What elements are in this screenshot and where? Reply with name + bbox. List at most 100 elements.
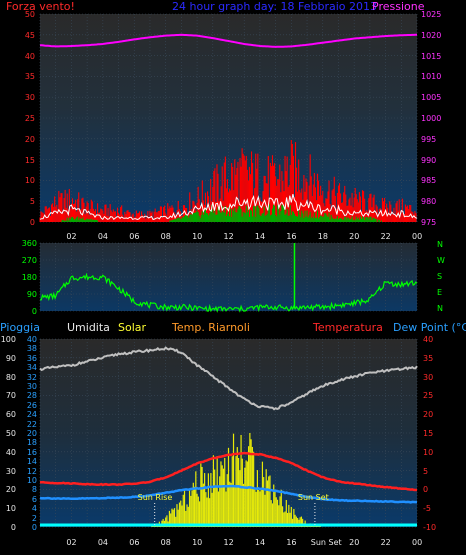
- wind-tick: 0: [29, 218, 35, 227]
- pressure-tick: 975: [421, 218, 437, 227]
- wind-tick: 45: [24, 30, 35, 40]
- rain-tick: 14: [26, 457, 37, 467]
- x-tick-bottom: 06: [129, 538, 140, 547]
- temperature-tick: 40: [423, 335, 434, 344]
- wind-tick: 15: [24, 155, 35, 165]
- x-tick-top: 14: [254, 232, 266, 241]
- x-tick-bottom: 22: [380, 538, 391, 547]
- sunset-label: Sun Set: [297, 493, 329, 502]
- temperature-tick: 5: [423, 466, 429, 476]
- legend-solar: Solar: [118, 321, 147, 334]
- wind-tick: 30: [24, 93, 35, 103]
- humidity-tick: 40: [5, 447, 16, 457]
- humidity-tick: 90: [5, 353, 16, 363]
- rain-tick: 0: [31, 523, 37, 532]
- x-tick-bottom: 00: [412, 538, 423, 547]
- x-tick-top: 10: [192, 232, 203, 241]
- wind-tick: 20: [24, 134, 35, 144]
- pressure-tick: 990: [421, 155, 437, 165]
- humidity-tick: 100: [0, 335, 16, 344]
- rain-tick: 24: [26, 410, 37, 420]
- humidity-tick: 80: [5, 372, 16, 382]
- x-tick-top: 06: [129, 232, 140, 241]
- rain-tick: 32: [26, 372, 37, 382]
- temperature-tick: 35: [423, 353, 434, 363]
- pressure-tick: 980: [421, 197, 437, 207]
- direction-tick: 180: [21, 273, 37, 282]
- x-tick-bottom: 20: [349, 538, 360, 547]
- temperature-line: [39, 451, 418, 492]
- x-tick-top: 04: [97, 232, 109, 241]
- x-tick-top: 00: [412, 232, 423, 241]
- compass-label: N: [437, 304, 443, 313]
- wind-axis-title: Forza vento!: [6, 0, 75, 13]
- rain-tick: 30: [26, 382, 37, 391]
- humidity-tick: 60: [5, 410, 16, 420]
- wind-tick: 35: [24, 72, 35, 82]
- pressure-line: [39, 33, 417, 48]
- humidity-tick: 10: [5, 504, 16, 514]
- humidity-tick: 30: [5, 466, 16, 476]
- rain-tick: 26: [26, 400, 37, 410]
- temperature-tick: 10: [423, 447, 434, 457]
- pressure-tick: 1020: [421, 30, 442, 40]
- rain-tick: 10: [26, 476, 37, 485]
- rain-tick: 40: [26, 335, 37, 344]
- x-tick-bottom: Sun Set: [310, 538, 342, 547]
- x-tick-bottom: 04: [97, 538, 109, 547]
- rain-tick: 22: [26, 419, 37, 429]
- x-tick-bottom: 16: [286, 538, 297, 547]
- humidity-line: [39, 346, 418, 411]
- humidity-tick: 50: [5, 429, 16, 438]
- x-tick-top: 12: [223, 232, 234, 241]
- x-tick-bottom: 12: [223, 538, 234, 547]
- rain-tick: 36: [26, 353, 37, 363]
- temperature-tick: -5: [423, 504, 431, 514]
- wind-tick: 5: [29, 197, 35, 207]
- x-tick-top: 08: [160, 232, 171, 241]
- temperature-tick: 0: [423, 485, 429, 495]
- legend-temp-riarnoli: Temp. Riarnoli: [172, 321, 250, 334]
- temperature-tick: 20: [423, 410, 434, 420]
- pressure-tick: 995: [421, 134, 437, 144]
- sunrise-label: Sun Rise: [137, 493, 173, 502]
- wind-tick: 10: [24, 176, 35, 186]
- direction-tick: 270: [21, 256, 37, 265]
- direction-tick: 90: [26, 290, 37, 299]
- chart-title: 24 hour graph day: 18 Febbraio 2013: [172, 0, 378, 13]
- pressure-axis-title: Pressione: [372, 0, 425, 13]
- wind-pressure-plot-bg: [40, 14, 417, 222]
- legend-dew-point: Dew Point (°C): [393, 321, 466, 334]
- rain-tick: 8: [31, 485, 37, 495]
- rain-tick: 28: [26, 391, 37, 401]
- x-tick-top: 18: [317, 232, 328, 241]
- pressure-tick: 1010: [421, 72, 442, 82]
- pressure-tick: 985: [421, 176, 437, 186]
- humidity-tick: 70: [5, 391, 16, 401]
- rain-tick: 38: [26, 344, 37, 354]
- wind-tick: 50: [24, 10, 35, 19]
- temperature-tick: 30: [423, 372, 434, 382]
- rain-tick: 20: [26, 429, 37, 438]
- x-tick-top: 16: [286, 232, 297, 241]
- temperature-tick: -10: [423, 523, 437, 532]
- pressure-tick: 1015: [421, 51, 442, 61]
- legend-pioggia: Pioggia: [0, 321, 40, 334]
- x-tick-bottom: 10: [192, 538, 203, 547]
- rain-tick: 34: [26, 363, 37, 373]
- wind-tick: 40: [24, 51, 35, 61]
- direction-line: [39, 272, 418, 313]
- humidity-tick: 0: [10, 523, 16, 532]
- x-tick-top: 20: [349, 232, 360, 241]
- pressure-tick: 1025: [421, 10, 442, 19]
- compass-label: E: [437, 288, 443, 297]
- x-tick-top: 02: [66, 232, 77, 241]
- rain-tick: 16: [26, 447, 37, 457]
- dewpoint-line: [39, 484, 418, 504]
- gust-line: [39, 193, 418, 221]
- wind-tick: 25: [24, 114, 35, 123]
- x-tick-bottom: 08: [160, 538, 171, 547]
- legend-umidita: Umidita: [67, 321, 110, 334]
- pressure-tick: 1000: [421, 114, 442, 123]
